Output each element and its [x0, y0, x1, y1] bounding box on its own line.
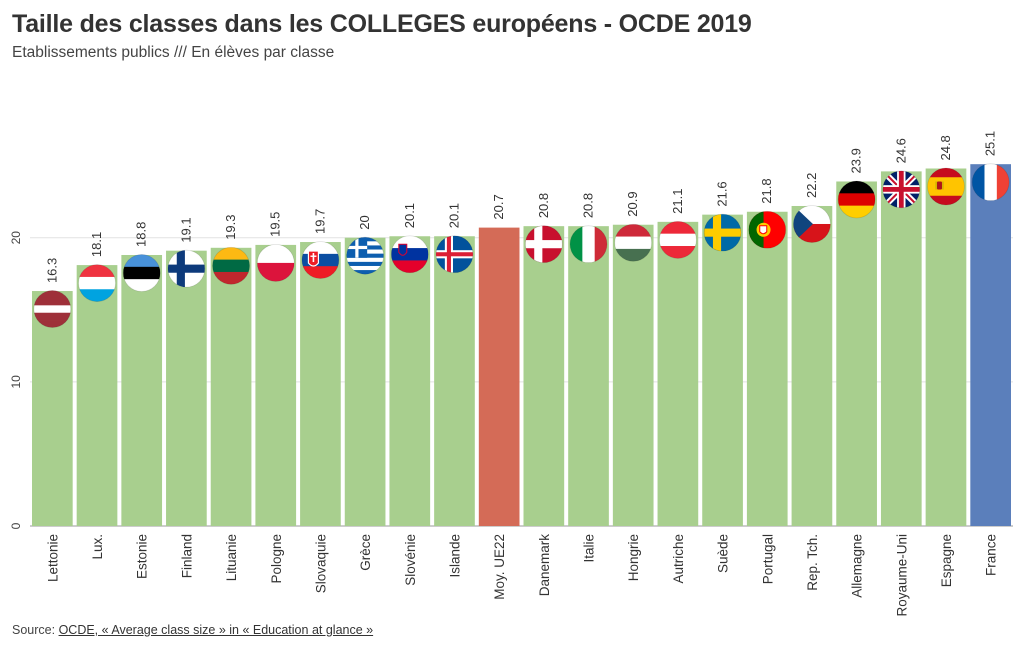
value-label: 25.1 [983, 131, 998, 156]
bar-italie [568, 226, 609, 527]
bar-allemagne [836, 181, 877, 526]
estonia-flag-icon [122, 254, 161, 292]
category-label: France [984, 534, 999, 576]
flags-layer [33, 163, 1010, 328]
category-label: Espagne [939, 534, 954, 587]
bar-finland [166, 250, 207, 526]
greece-flag-icon [346, 236, 385, 275]
hungary-flag-icon [614, 223, 653, 262]
bar-moy-ue22 [478, 227, 520, 526]
slovakia-flag-icon [301, 241, 340, 279]
category-label: Portugal [760, 534, 775, 584]
austria-flag-icon [658, 220, 697, 259]
czechia-flag-icon [793, 205, 831, 243]
value-label: 20.9 [625, 191, 640, 216]
france-flag-icon [971, 163, 1010, 202]
category-label: Estonie [135, 534, 150, 579]
value-label: 19.3 [223, 214, 238, 239]
bar-royaume-uni [880, 171, 922, 526]
source-link[interactable]: OCDE, « Average class size » in « Educat… [58, 623, 374, 637]
bar-danemark [523, 226, 565, 527]
bar-estonie [121, 254, 163, 527]
denmark-flag-icon [524, 225, 563, 264]
category-label: Royaume-Uni [894, 534, 909, 617]
bar-su-de [702, 214, 743, 526]
value-label: 21.1 [670, 189, 685, 214]
bar-lux- [76, 265, 118, 526]
value-label: 20.7 [491, 194, 506, 219]
bar-autriche [657, 221, 699, 527]
value-label: 24.6 [893, 138, 908, 163]
italy-flag-icon [569, 225, 608, 264]
bar-islande [434, 236, 475, 527]
value-label: 24.8 [938, 135, 953, 160]
germany-flag-icon [837, 180, 876, 219]
category-label: Lux. [90, 534, 105, 560]
lithuania-flag-icon [212, 246, 250, 285]
spain-flag-icon [927, 167, 965, 206]
category-label: Lituanie [224, 534, 239, 581]
uk-flag-icon [882, 170, 921, 209]
sweden-flag-icon [703, 213, 742, 252]
source-prefix: Source: [12, 623, 59, 637]
bar-chart: 0 10 20 16.3 Lettonie 18.1 Lux. 18.8 Estonie 19.1… [9, 131, 1013, 617]
portugal-flag-icon [748, 210, 787, 249]
chart-subtitle: Etablissements publics /// En élèves par… [12, 44, 335, 61]
category-label: Pologne [269, 534, 284, 584]
value-label: 20.1 [402, 203, 417, 228]
latvia-flag-icon [33, 290, 72, 328]
value-label: 20.1 [446, 203, 461, 228]
value-label: 21.6 [715, 181, 730, 206]
category-label: Danemark [537, 534, 552, 597]
bar-lettonie [32, 291, 73, 526]
value-label: 21.8 [759, 178, 774, 203]
chart-title: Taille des classes dans les COLLEGES eur… [12, 10, 752, 38]
value-label: 20.8 [536, 193, 551, 218]
category-label: Slovénie [403, 534, 418, 586]
category-label: Italie [582, 534, 597, 563]
category-label: Suède [716, 534, 731, 573]
value-label: 20 [357, 215, 372, 229]
category-label: Slovaquie [313, 534, 328, 593]
bar-slov-nie [389, 236, 431, 527]
value-label: 22.2 [804, 173, 819, 198]
category-label: Rep. Tch. [805, 534, 820, 591]
value-label: 18.8 [134, 222, 149, 247]
category-label: Moy. UE22 [492, 534, 507, 600]
bar-france [970, 164, 1011, 526]
y-tick-label: 0 [9, 522, 23, 529]
luxembourg-flag-icon [78, 264, 116, 302]
category-label: Lettonie [45, 534, 60, 582]
category-label: Allemagne [850, 534, 865, 598]
bar-gr-ce [344, 237, 386, 526]
bar-portugal [746, 211, 788, 526]
source-note: Source: OCDE, « Average class size » in … [12, 623, 373, 637]
value-label: 19.1 [178, 217, 193, 242]
value-label: 16.3 [44, 258, 59, 283]
bar-espagne [925, 168, 967, 526]
bar-slovaquie [300, 242, 341, 526]
bar-lituanie [210, 247, 252, 526]
slovenia-flag-icon [390, 235, 429, 274]
bar-hongrie [612, 224, 654, 526]
category-label: Autriche [671, 534, 686, 584]
iceland-flag-icon [435, 235, 474, 274]
poland-flag-icon [256, 244, 295, 282]
bars-layer [32, 164, 1011, 527]
category-label: Grèce [358, 534, 373, 571]
bar-pologne [255, 244, 297, 527]
labels-layer: 0 10 20 16.3 Lettonie 18.1 Lux. 18.8 Estonie 19.1… [9, 131, 999, 617]
bar-rep-tch- [791, 205, 833, 526]
category-label: Finland [179, 534, 194, 578]
value-label: 18.1 [89, 232, 104, 257]
y-tick-label: 20 [9, 231, 23, 245]
value-label: 23.9 [849, 148, 864, 173]
value-label: 19.5 [268, 212, 283, 237]
category-label: Hongrie [626, 534, 641, 581]
value-label: 20.8 [581, 193, 596, 218]
category-label: Islande [447, 534, 462, 578]
finland-flag-icon [167, 249, 206, 288]
y-tick-label: 10 [9, 375, 23, 389]
value-label: 19.7 [312, 209, 327, 234]
